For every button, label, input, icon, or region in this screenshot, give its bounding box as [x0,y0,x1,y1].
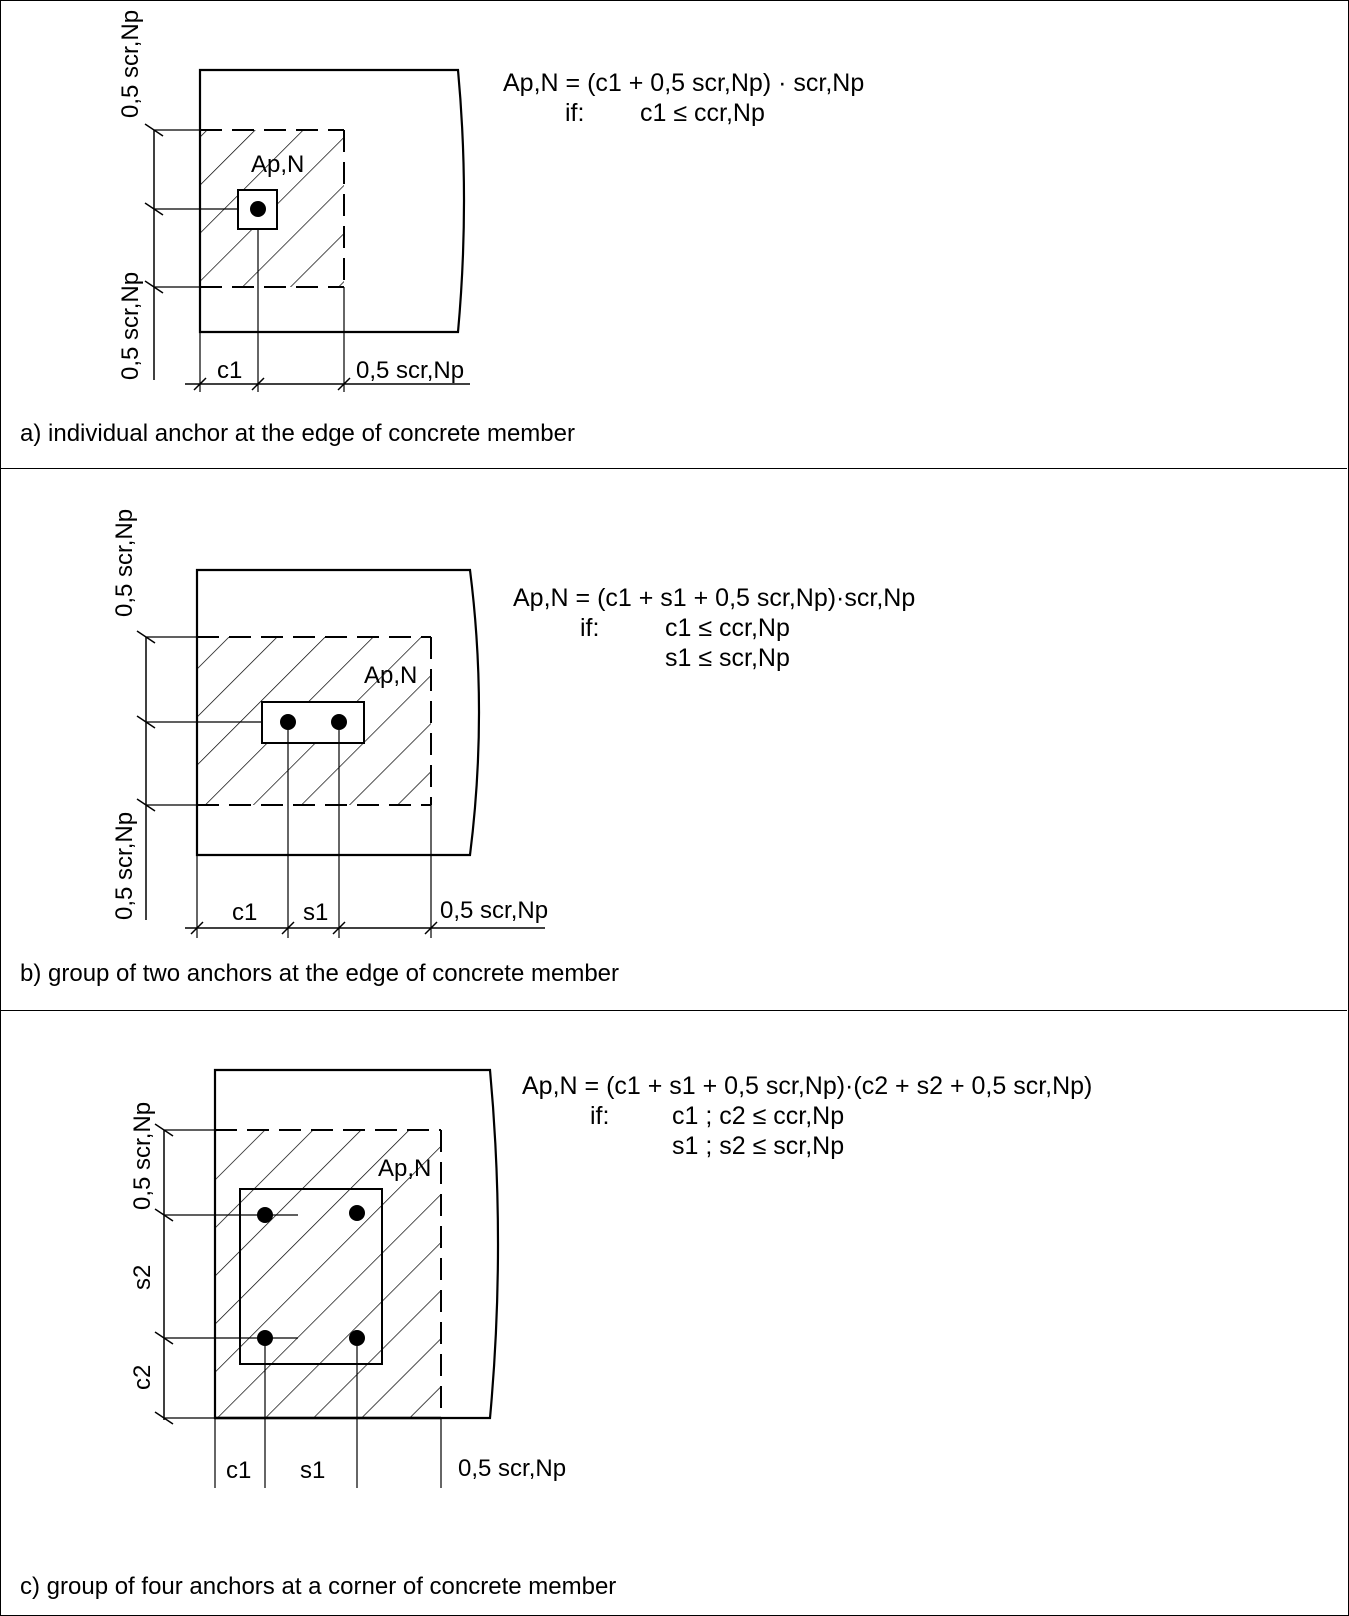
panel-b-condition-1: c1 ≤ ccr,Np [665,614,790,642]
panel-a-if-label: if: [565,99,584,127]
panel-c-diagram [154,1068,500,1488]
panel-c-condition-1: c1 ; c2 ≤ ccr,Np [672,1102,844,1130]
panel-b-condition-2: s1 ≤ scr,Np [665,644,790,672]
panel-c-area-label: Ap,N [378,1155,431,1182]
panel-a-dim-left-bottom: 0,5 scr,Np [117,272,144,380]
panel-b-dim-c1: c1 [232,899,257,926]
panel-b-anchor-2 [331,714,347,730]
panel-b-anchor-1 [280,714,296,730]
panel-a-dim-right: 0,5 scr,Np [356,357,464,384]
panel-b-dim-left-top: 0,5 scr,Np [111,509,138,617]
panel-c-anchor-2 [349,1205,365,1221]
panel-b-member-outline [195,568,481,857]
panel-b-equation: Ap,N = (c1 + s1 + 0,5 scr,Np)·scr,Np [513,584,915,612]
panel-c-anchor-4 [349,1330,365,1346]
panel-c-dim-s2: s2 [129,1265,156,1290]
panel-c-condition-2: s1 ; s2 ≤ scr,Np [672,1132,844,1160]
row-divider-1 [0,468,1347,469]
panel-b-dim-right: 0,5 scr,Np [440,897,548,924]
panel-b-anchor-plate [261,701,365,744]
panel-c-dim-c2: c2 [129,1365,156,1390]
panel-a-dim-c1: c1 [217,357,242,384]
panel-a-anchor [250,201,266,217]
caption-b: b) group of two anchors at the edge of c… [20,960,620,987]
panel-c-dim-c1: c1 [226,1457,251,1484]
panel-b-dim-left-bottom: 0,5 scr,Np [111,812,138,920]
panel-b-diagram [136,568,545,938]
panel-c-if-label: if: [590,1102,609,1130]
panel-c-influence-area [215,1130,441,1418]
row-divider-2 [0,1010,1347,1011]
panel-c-dim-s1: s1 [300,1457,325,1484]
caption-a: a) individual anchor at the edge of conc… [20,420,575,447]
panel-a-member-outline [198,68,466,334]
panel-a-equation: Ap,N = (c1 + 0,5 scr,Np) · scr,Np [503,69,864,97]
panel-b-dim-s1: s1 [303,899,328,926]
panel-a-condition-1: c1 ≤ ccr,Np [640,99,765,127]
panel-c-dim-left-top: 0,5 scr,Np [129,1102,156,1210]
panel-a-area-label: Ap,N [251,151,304,178]
panel-c-dim-right: 0,5 scr,Np [458,1455,566,1482]
panel-a-diagram [144,68,470,392]
panel-b-area-label: Ap,N [364,662,417,689]
panel-c-member-outline [213,1068,500,1420]
panel-c-equation: Ap,N = (c1 + s1 + 0,5 scr,Np)·(c2 + s2 +… [522,1072,1092,1100]
panel-c-anchor-plate [239,1188,383,1365]
caption-c: c) group of four anchors at a corner of … [20,1573,617,1600]
panel-a-dim-left-top: 0,5 scr,Np [117,10,144,118]
panel-b-if-label: if: [580,614,599,642]
